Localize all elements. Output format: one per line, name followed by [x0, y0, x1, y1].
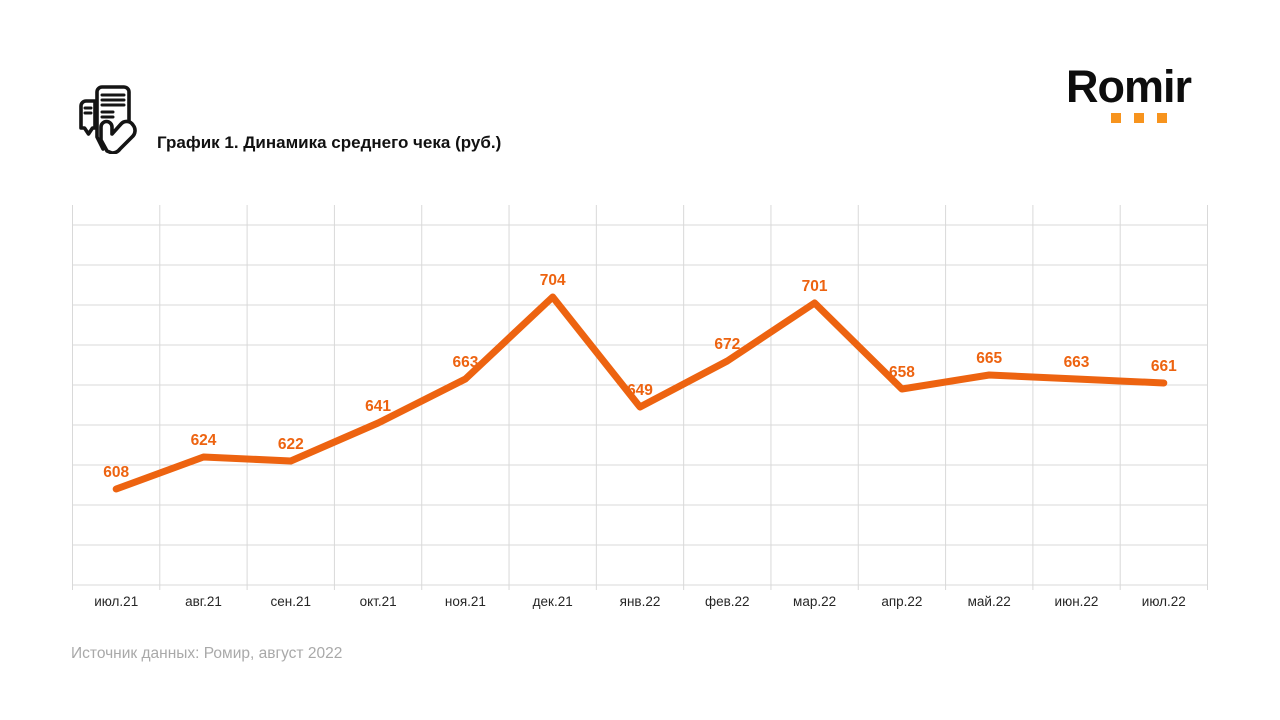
data-label: 622 — [278, 436, 304, 453]
x-axis-label: мар.22 — [793, 594, 836, 609]
data-label: 624 — [191, 432, 217, 449]
data-label: 704 — [540, 272, 566, 289]
x-axis-label: окт.21 — [360, 594, 397, 609]
logo-dot — [1157, 113, 1167, 123]
data-label: 658 — [889, 364, 915, 381]
data-labels: 608 624 622 641 663 704 649 672 701 658 665 663 661 — [103, 272, 1177, 481]
x-axis-label: янв.22 — [620, 594, 661, 609]
x-axis-label: июл.22 — [1142, 594, 1186, 609]
x-axis-label: сен.21 — [271, 594, 311, 609]
x-axis-label: июл.21 — [94, 594, 138, 609]
data-label: 672 — [714, 336, 740, 353]
data-label: 608 — [103, 464, 129, 481]
x-axis-label: май.22 — [968, 594, 1011, 609]
data-label: 663 — [1064, 354, 1090, 371]
data-label: 701 — [802, 278, 828, 295]
x-axis-label: ноя.21 — [445, 594, 486, 609]
data-label: 641 — [365, 398, 391, 415]
x-axis-labels: июл.21 авг.21 сен.21 окт.21 ноя.21 дек.21 янв.… — [94, 594, 1186, 609]
data-label: 661 — [1151, 358, 1177, 375]
data-source-note: Источник данных: Ромир, август 2022 — [71, 645, 343, 662]
gridlines — [72, 205, 1208, 590]
logo-dot — [1111, 113, 1121, 123]
data-label: 663 — [452, 354, 478, 371]
hand — [99, 119, 137, 155]
receipt-in-hand-icon — [76, 80, 140, 155]
romir-logo: Romir — [1066, 61, 1216, 123]
romir-logo-dots — [1111, 113, 1167, 123]
series-line — [112, 293, 1168, 493]
x-axis-label: июн.22 — [1055, 594, 1099, 609]
x-axis-label: дек.21 — [533, 594, 573, 609]
x-axis-label: апр.22 — [881, 594, 922, 609]
data-label: 649 — [627, 382, 653, 399]
x-axis-label: авг.21 — [185, 594, 222, 609]
chart-title: График 1. Динамика среднего чека (руб.) — [157, 133, 502, 152]
logo-dot — [1134, 113, 1144, 123]
receipt-back — [79, 99, 97, 136]
romir-logo-text: Romir — [1066, 61, 1192, 112]
data-label: 665 — [976, 350, 1002, 367]
x-axis-label: фев.22 — [705, 594, 750, 609]
